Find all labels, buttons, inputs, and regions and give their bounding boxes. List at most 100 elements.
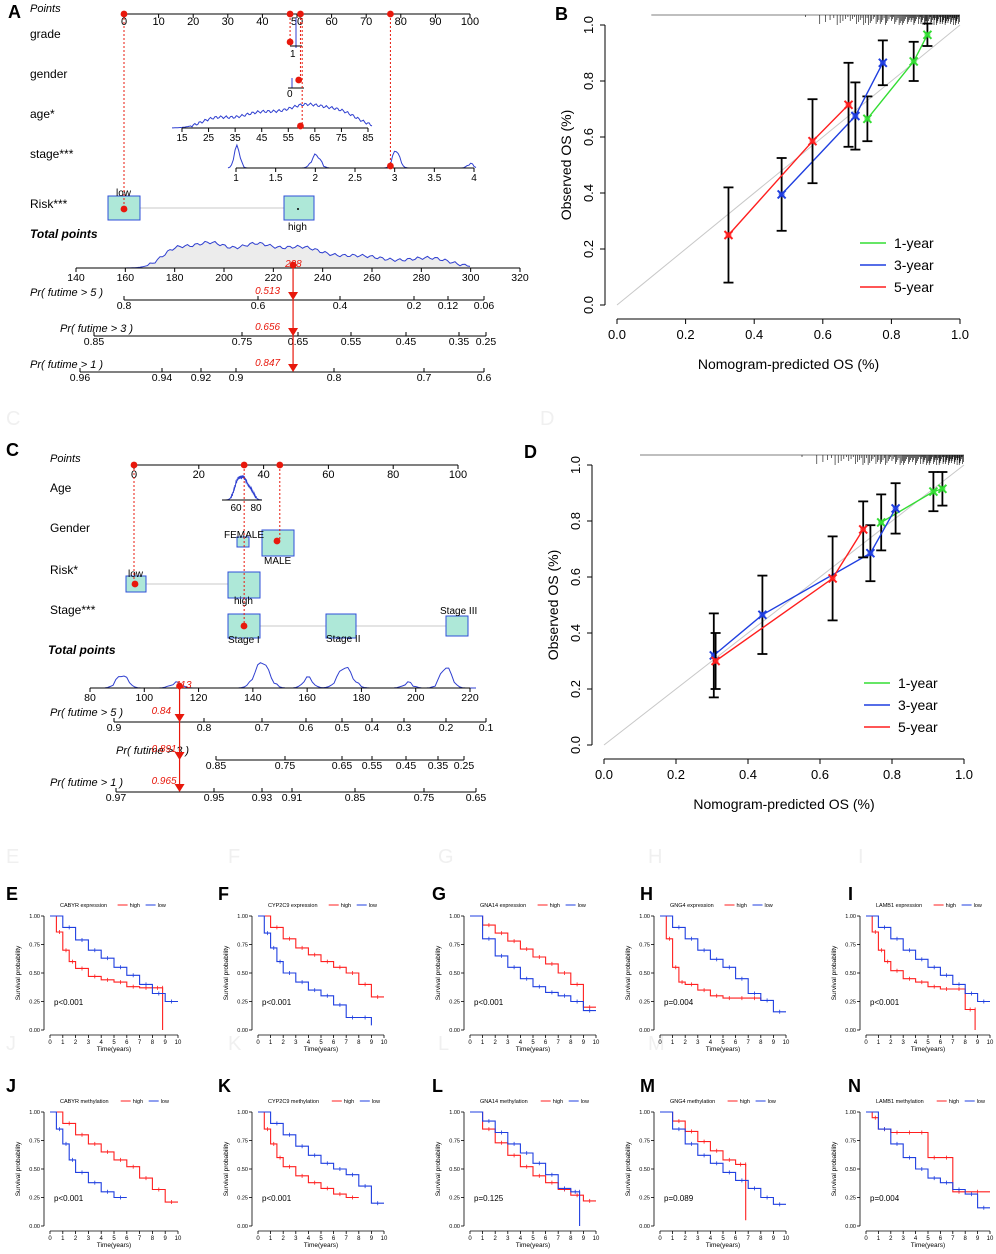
y-tick-label: 0.00 — [449, 1224, 460, 1230]
x-axis-label: Time(years) — [516, 1242, 550, 1249]
tick-label: 0.8 — [327, 372, 342, 384]
tick-label: 0.06 — [474, 300, 495, 312]
series-3-year — [713, 508, 897, 656]
selected-point-marker — [120, 205, 128, 213]
selected-point-marker — [387, 162, 394, 170]
y-tick-label: 0.25 — [845, 1000, 856, 1006]
total-points-value: 113 — [176, 680, 192, 691]
x-axis-label: Time(years) — [304, 1046, 338, 1053]
km-title: GNA14 expression — [480, 903, 526, 909]
tick-label: 0.6 — [477, 372, 492, 384]
tick-label: 0.3 — [397, 722, 412, 734]
x-tick-label: 9 — [164, 1040, 168, 1046]
y-tick-label: 0.50 — [639, 971, 650, 977]
x-tick-label: 6 — [332, 1040, 336, 1046]
tick-label: 60 — [322, 469, 334, 481]
y-tick-label: 0.50 — [639, 1167, 650, 1173]
x-tick-label: 1 — [269, 1236, 273, 1242]
projection-arrow — [174, 784, 185, 792]
tick-label: 2.5 — [348, 173, 362, 184]
legend-label: high — [133, 1099, 143, 1105]
tick-label: 1.5 — [269, 173, 283, 184]
tick-label: 60 — [325, 16, 337, 28]
x-tick-label: 2 — [684, 1040, 688, 1046]
tick-label: 75 — [336, 133, 348, 144]
y-tick-label: 0.4 — [568, 624, 583, 642]
x-tick-label: 6 — [734, 1040, 738, 1046]
tick-label: 85 — [362, 133, 374, 144]
y-tick-label: 1.00 — [237, 1110, 248, 1116]
probability-label: Pr( futime > 5 ) — [50, 707, 123, 719]
level-box — [445, 615, 469, 637]
legend-label: 5-year — [894, 279, 934, 295]
km-title: LAMB1 methylation — [876, 1099, 924, 1105]
x-tick-label: 10 — [175, 1236, 182, 1242]
y-axis-label: Survival probability — [15, 1141, 22, 1196]
legend-label: low — [977, 1099, 985, 1105]
x-tick-label: 0 — [48, 1040, 52, 1046]
y-tick-label: 1.00 — [29, 914, 40, 920]
tick-label: 180 — [353, 692, 371, 704]
x-tick-label: 7 — [138, 1236, 142, 1242]
y-axis-label: Survival probability — [223, 1141, 230, 1196]
tick-label: 0.75 — [275, 760, 296, 772]
tick-label: 0.25 — [476, 336, 497, 348]
x-tick-label: 1 — [671, 1040, 675, 1046]
km-curve-high — [258, 915, 384, 998]
selected-point-marker — [295, 76, 303, 84]
tick-label: 1 — [233, 173, 239, 184]
panel-letter-i: I — [848, 884, 853, 904]
y-tick-label: 0.50 — [449, 1167, 460, 1173]
x-axis-label: Time(years) — [706, 1242, 740, 1249]
x-tick-label: 4 — [709, 1040, 713, 1046]
panel-letter-c: C — [6, 440, 19, 460]
x-tick-label: 0 — [864, 1236, 868, 1242]
variable-label: gender — [30, 67, 67, 81]
tick-label: 0.85 — [345, 792, 366, 804]
x-tick-label: 8 — [151, 1236, 155, 1242]
tick-label: 0.4 — [333, 300, 348, 312]
y-tick-label: 0.25 — [639, 1196, 650, 1202]
selected-point-marker — [131, 580, 139, 588]
tick-label: 0.7 — [255, 722, 270, 734]
legend-label: low — [765, 903, 773, 909]
legend-label: low — [581, 1099, 589, 1105]
x-tick-label: 9 — [370, 1236, 374, 1242]
km-curve-low — [258, 1111, 384, 1204]
tick-label: 0.75 — [232, 336, 253, 348]
p-value: p<0.001 — [54, 1194, 84, 1203]
tick-label: 50 — [291, 16, 303, 28]
x-tick-label: 10 — [593, 1236, 600, 1242]
y-tick-label: 0.6 — [568, 568, 583, 586]
x-tick-label: 5 — [112, 1040, 116, 1046]
density-curve — [227, 143, 477, 169]
y-tick-label: 1.00 — [845, 1110, 856, 1116]
data-point-dot — [939, 485, 946, 492]
tick-label: 300 — [462, 272, 480, 284]
ghost-letter: I — [858, 846, 864, 868]
x-tick-label: 1.0 — [951, 327, 969, 342]
y-tick-label: 0.25 — [29, 1196, 40, 1202]
panel-letter-n: N — [848, 1076, 861, 1096]
tick-label: 160 — [298, 692, 316, 704]
tick-label: 90 — [429, 16, 441, 28]
x-tick-label: 0.4 — [739, 767, 757, 782]
y-tick-label: 0.25 — [237, 1000, 248, 1006]
tick-label: 140 — [67, 272, 85, 284]
km-title: GNG4 methylation — [670, 1099, 715, 1105]
x-tick-label: 3 — [902, 1236, 906, 1242]
legend-label: low — [768, 1099, 776, 1105]
data-point-dot — [860, 526, 867, 533]
tick-label: 15 — [176, 133, 188, 144]
tick-label: 80 — [250, 503, 262, 514]
x-tick-label: 3 — [506, 1236, 510, 1242]
variable-label: Risk*** — [30, 197, 68, 211]
km-curve-low — [470, 1111, 581, 1226]
legend-label: high — [740, 1099, 750, 1105]
tick-label: 0.93 — [252, 792, 273, 804]
y-tick-label: 0.50 — [237, 971, 248, 977]
tick-label: MALE — [264, 556, 292, 567]
y-tick-label: 0.75 — [237, 1139, 248, 1145]
x-axis-label: Time(years) — [706, 1046, 740, 1053]
x-tick-label: 8 — [151, 1040, 155, 1046]
